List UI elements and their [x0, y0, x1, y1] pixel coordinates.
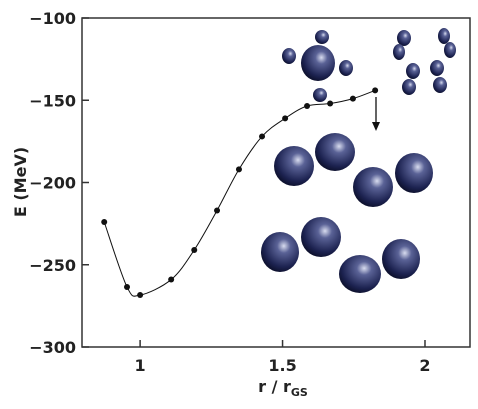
x-tick-label: 1.5: [268, 356, 296, 375]
x-axis-label: r / rGS: [258, 377, 308, 399]
point: [124, 283, 131, 290]
y-axis-label: E (MeV): [11, 147, 30, 217]
point: [372, 87, 379, 94]
cluster-images: [261, 28, 456, 293]
arrow: [372, 97, 380, 131]
x-tick-label: 1: [135, 356, 146, 375]
y-tick-label: −100: [29, 9, 76, 28]
point: [101, 218, 108, 225]
point: [304, 103, 311, 110]
curve: [103, 89, 376, 297]
point: [137, 292, 144, 299]
x-axis-label-sub: GS: [291, 386, 308, 399]
point: [327, 100, 334, 107]
x-tick-label: 2: [419, 356, 430, 375]
x-axis-label-main: r / r: [258, 377, 291, 396]
y-tick-label: −150: [29, 91, 76, 110]
y-tick-label: −200: [29, 174, 76, 193]
point: [349, 95, 356, 102]
point: [282, 115, 289, 122]
y-tick-label: −300: [29, 338, 76, 357]
point: [191, 246, 198, 253]
point: [168, 276, 175, 283]
point: [259, 133, 266, 140]
point: [235, 166, 242, 173]
y-tick-label: −250: [29, 256, 76, 275]
point: [214, 207, 221, 214]
